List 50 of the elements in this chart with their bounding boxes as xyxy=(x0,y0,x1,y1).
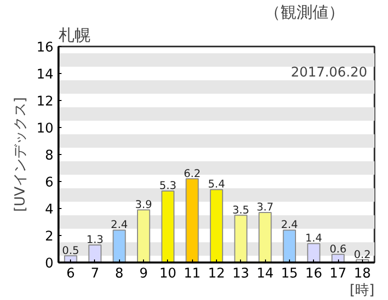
chart-subtitle: （観測値） xyxy=(264,2,344,22)
x-tick-label: 10 xyxy=(159,266,176,282)
y-tick-label: 12 xyxy=(36,94,54,110)
x-tick-label: 11 xyxy=(184,266,201,282)
y-tick-label: 14 xyxy=(36,68,54,82)
x-tick-label: 14 xyxy=(256,266,274,282)
bar xyxy=(112,230,126,262)
data-label: 1.3 xyxy=(86,232,104,246)
x-tick-label: 12 xyxy=(208,266,225,282)
data-label: 3.9 xyxy=(135,198,152,211)
data-label: 3.5 xyxy=(232,203,250,216)
x-tick-label: 6 xyxy=(66,266,75,282)
y-tick-label: 10 xyxy=(36,122,54,136)
data-label: 6.2 xyxy=(184,166,201,180)
chart-title: 札幌 xyxy=(58,26,90,44)
data-label: 2.4 xyxy=(280,218,298,232)
bar xyxy=(282,230,296,262)
data-label: 5.3 xyxy=(159,178,176,192)
y-tick-label: 2 xyxy=(45,230,54,244)
bar xyxy=(234,214,248,262)
x-tick-label: 16 xyxy=(305,266,322,282)
bar xyxy=(161,190,174,262)
y-tick-label: 0 xyxy=(45,256,54,272)
bar xyxy=(186,178,199,262)
x-tick-label: 7 xyxy=(90,266,100,282)
data-label: 1.4 xyxy=(305,232,322,245)
y-tick-label: 16 xyxy=(36,40,54,56)
bar xyxy=(88,244,102,262)
x-tick-label: 13 xyxy=(232,266,250,282)
data-label: 3.7 xyxy=(256,200,274,214)
data-label: 2.4 xyxy=(110,218,128,232)
y-tick-label: 8 xyxy=(45,148,54,164)
x-tick-label: 18 xyxy=(354,266,371,282)
x-tick-label: 17 xyxy=(330,266,347,282)
bar xyxy=(307,243,320,262)
bar xyxy=(258,212,272,262)
x-tick-label: 15 xyxy=(280,266,298,282)
y-tick-label: 6 xyxy=(45,176,54,190)
x-tick-label: 8 xyxy=(115,266,124,282)
y-axis-title: [UVインデックス] xyxy=(12,97,29,212)
bar xyxy=(210,189,224,262)
annotation: 2017.06.20 xyxy=(290,66,368,81)
data-label: 0.6 xyxy=(330,242,347,256)
bar xyxy=(137,209,150,262)
data-label: 5.4 xyxy=(208,178,226,191)
data-label: 0.2 xyxy=(354,248,371,261)
y-tick-label: 4 xyxy=(45,202,54,218)
data-label: 0.5 xyxy=(62,244,80,257)
x-tick-label: 9 xyxy=(139,266,148,282)
x-axis-title: [時] xyxy=(350,282,375,298)
